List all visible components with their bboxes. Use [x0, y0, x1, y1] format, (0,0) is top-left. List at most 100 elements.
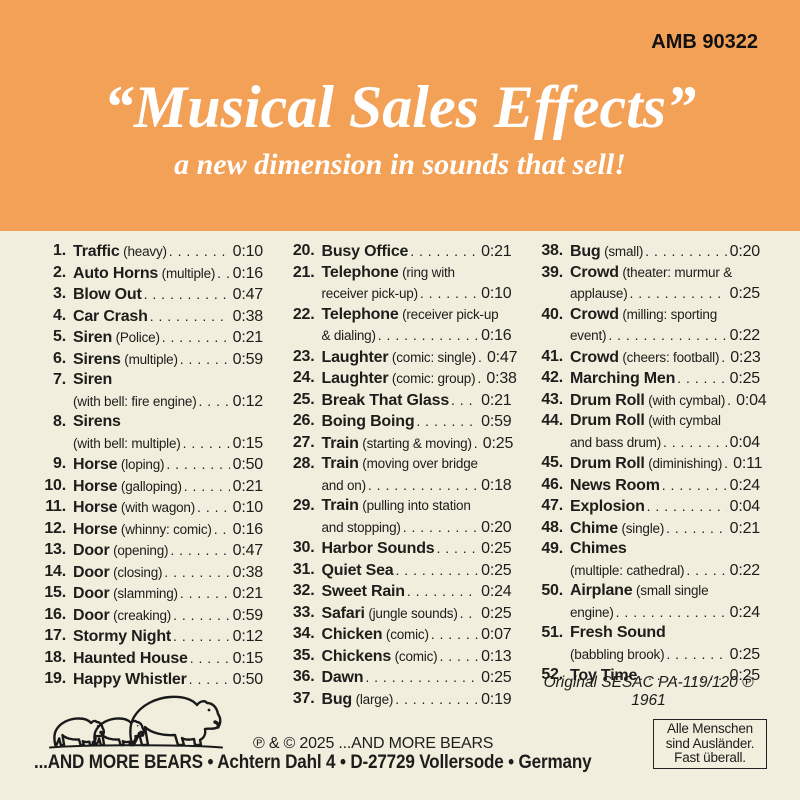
track-number: 41.	[541, 347, 563, 365]
track-number: 18.	[44, 648, 66, 666]
track-entry: Bug (small) 0:20	[570, 241, 760, 263]
track-title: Stormy Night	[73, 628, 172, 645]
track-duration: 0:59	[232, 606, 264, 624]
track-line: Horse (loping) 0:50	[73, 454, 263, 476]
dot-leader	[418, 283, 478, 304]
slogan-box: Alle Menschen sind Ausländer. Fast übera…	[653, 719, 767, 769]
dot-leader	[188, 648, 230, 669]
track-line: News Room 0:24	[570, 475, 760, 497]
track-description: (pulling into station	[358, 498, 471, 513]
track-duration: 0:04	[729, 498, 761, 515]
dot-leader	[167, 241, 230, 262]
track-description: (with wagon)	[117, 500, 196, 515]
track-description: (loping)	[117, 457, 165, 472]
track-title: Busy Office	[321, 243, 409, 260]
track-row: 45. Drum Roll (diminishing) 0:11	[537, 453, 762, 475]
track-line: Crowd (cheers: football) 0:23	[570, 347, 761, 369]
track-entry: News Room 0:24	[570, 475, 760, 497]
dot-leader	[394, 560, 479, 581]
track-description: (milling: sporting	[618, 306, 718, 322]
track-description: (comic)	[391, 648, 438, 664]
original-release-note: Original SESAC PA-119/120 ℗ 1961	[543, 674, 754, 709]
track-title: Sweet Rain	[321, 583, 406, 600]
track-description: (with cymbal	[644, 413, 721, 428]
track-duration: 0:07	[481, 626, 512, 643]
track-duration: 0:59	[481, 413, 512, 430]
track-row: 5. Siren (Police) 0:21	[40, 327, 263, 349]
track-duration: 0:38	[232, 307, 264, 325]
track-duration: 0:24	[481, 583, 512, 600]
track-description: (Police)	[112, 330, 160, 345]
track-entry: Boing Boing 0:59	[322, 411, 512, 433]
track-number: 15.	[44, 584, 66, 601]
track-line: Door (creaking) 0:59	[73, 605, 263, 627]
track-number: 20.	[292, 242, 315, 259]
track-description: (large)	[352, 691, 394, 707]
track-line: Busy Office 0:21	[322, 241, 512, 263]
track-description: (with bell: fire engine)	[73, 393, 197, 409]
track-number: 51.	[541, 624, 563, 641]
track-number: 28.	[292, 455, 315, 472]
track-description: (starting & moving)	[358, 435, 472, 451]
track-title: Marching Men	[570, 370, 676, 387]
dot-leader	[215, 263, 229, 284]
dot-leader	[178, 583, 230, 604]
track-description: (opening)	[109, 543, 169, 558]
track-row: 16. Door (creaking) 0:59	[40, 605, 263, 627]
track-line: Laughter (comic: single) 0:47	[322, 347, 518, 369]
track-row: 17. Stormy Night 0:12	[40, 626, 263, 648]
track-row: 12. Horse (whinny: comic) 0:16	[40, 519, 263, 541]
track-title: Explosion	[570, 498, 645, 515]
track-entry: Traffic (heavy) 0:10	[73, 241, 263, 263]
dot-leader	[476, 347, 484, 368]
track-row: 40. Crowd (milling: sporting event) 0:22	[537, 305, 760, 347]
track-duration: 0:20	[729, 243, 761, 260]
track-title: Door	[73, 563, 110, 581]
track-entry: Door (slamming) 0:21	[73, 583, 263, 605]
track-duration: 0:22	[729, 327, 761, 344]
track-title: Blow Out	[73, 286, 142, 303]
track-description: (comic: single)	[388, 349, 476, 365]
track-duration: 0:16	[232, 264, 264, 282]
track-line: Door (opening) 0:47	[73, 540, 263, 562]
track-row: 39. Crowd (theater: murmur & applause) 0:25	[537, 263, 760, 305]
track-number: 34.	[292, 625, 315, 642]
track-title: Car Crash	[73, 307, 148, 325]
track-duration: 0:24	[729, 603, 761, 621]
track-line: Telephone (ring with	[322, 263, 512, 284]
track-duration: 0:10	[232, 243, 264, 260]
track-duration: 0:24	[729, 476, 761, 494]
track-line: Blow Out 0:47	[73, 284, 263, 306]
track-description: (multiple: cathedral)	[570, 562, 685, 578]
track-row: 48. Chime (single) 0:21	[537, 518, 760, 540]
track-entry: Horse (whinny: comic) 0:16	[73, 519, 263, 541]
track-description: (with bell: multiple)	[73, 435, 181, 451]
track-line: Drum Roll (diminishing) 0:11	[570, 453, 762, 475]
track-title: Happy Whistler	[73, 671, 187, 688]
publisher-address-line: ...AND MORE BEARS • Achtern Dahl 4 • D-2…	[34, 752, 592, 773]
track-duration: 0:21	[232, 477, 264, 495]
track-number: 19.	[44, 670, 66, 687]
track-entry: Explosion 0:04	[570, 496, 760, 518]
track-title: Sirens	[73, 350, 121, 368]
track-description: (creaking)	[109, 607, 172, 623]
track-entry: Horse (loping) 0:50	[73, 454, 263, 476]
track-duration: 0:20	[481, 518, 512, 536]
track-number: 5.	[53, 328, 66, 345]
track-duration: 0:15	[232, 434, 264, 452]
track-line: Chime (single) 0:21	[570, 518, 760, 540]
track-line: Door (closing) 0:38	[73, 562, 263, 584]
track-description: (jungle sounds)	[364, 605, 458, 621]
track-number: 14.	[44, 562, 66, 580]
track-number: 2.	[53, 263, 66, 281]
track-row: 21. Telephone (ring with receiver pick-up)…	[289, 263, 512, 305]
track-row: 14. Door (closing) 0:38	[40, 562, 263, 584]
track-row: 20. Busy Office 0:21	[289, 241, 512, 263]
track-title: Train	[321, 434, 359, 452]
track-number: 10.	[44, 476, 66, 494]
track-line: and bass drum) 0:04	[570, 432, 760, 454]
track-number: 40.	[541, 305, 563, 323]
track-row: 49. Chimes (multiple: cathedral) 0:22	[537, 539, 760, 581]
track-description: (small)	[600, 244, 644, 259]
